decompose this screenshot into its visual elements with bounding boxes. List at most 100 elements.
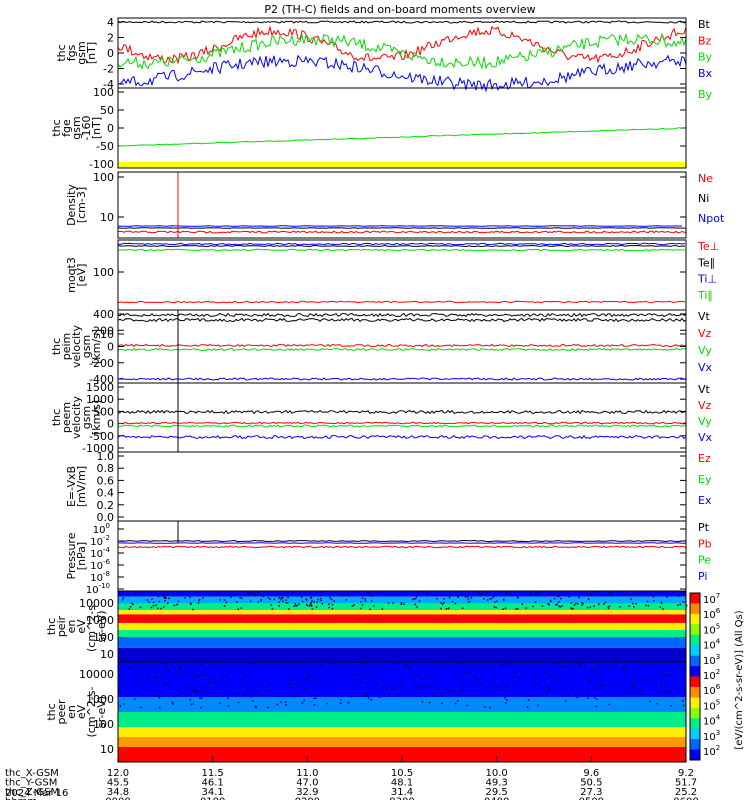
y-label-peim: peim: [60, 333, 73, 361]
y-label-fgs: thc: [55, 44, 68, 61]
spectrogram-band-peer: [118, 697, 686, 712]
y-label-peer: thc: [45, 703, 58, 720]
y-tick-label-efield: 0.2: [97, 499, 115, 512]
y-label-fge: [nT]: [90, 117, 103, 139]
trace-Vx: [117, 434, 687, 440]
y-label-fgs: [nT]: [85, 42, 98, 64]
trace-Te-par: [117, 244, 685, 248]
y-tick-label-temp: 10: [100, 328, 114, 341]
legend-peim: Vx: [698, 361, 713, 374]
y-tick-label-peem: 0: [107, 418, 114, 431]
colorbar-segment: [690, 697, 700, 709]
colorbar-segment: [690, 718, 700, 730]
y-label-peir: en: [65, 620, 78, 634]
y-tick-label-peir: 10000: [79, 597, 114, 610]
trace-Ne: [118, 230, 687, 234]
y-tick-label-peer: 10000: [79, 668, 114, 681]
y-label-peer: sr-eV): [95, 696, 108, 728]
y-tick-label-efield: 0.8: [97, 462, 115, 475]
panel-frame-density: [117, 171, 687, 239]
legend-temp: Te∥: [697, 256, 715, 269]
panel-frame-temp: [117, 239, 687, 311]
x-axis-row-value: 29.5: [486, 787, 508, 798]
spectrogram-band-peir: [118, 630, 686, 638]
y-label-peir: eV: [75, 619, 88, 634]
y-label-peim: gsm: [80, 335, 93, 358]
y-label-peem: velocity: [70, 396, 83, 439]
y-label-fge: thc: [50, 119, 63, 136]
colorbar-frame: [689, 592, 701, 761]
x-axis-row-value: 27.3: [580, 787, 602, 798]
colorbar-segment: [690, 739, 700, 751]
y-label-pressure: [nPa]: [75, 542, 88, 570]
trace-Vt-2: [117, 317, 687, 323]
colorbar-tick-label: 104: [703, 638, 721, 652]
colorbar-tick-label: 104: [703, 714, 721, 728]
colorbar-segment: [690, 728, 700, 740]
y-tick-label-peer: 1000: [86, 693, 114, 706]
y-tick-label-peem: 1000: [86, 393, 114, 406]
y-tick-label-peim: -400: [89, 373, 114, 386]
trace-Vt-1: [117, 312, 687, 318]
y-tick-label-peem: 1500: [86, 381, 114, 394]
y-label-fgs: gsm: [75, 41, 88, 64]
y-tick-label-peem: 500: [93, 405, 114, 418]
y-label-peer: peer: [55, 699, 68, 725]
y-tick-label-fgs: 0: [107, 47, 114, 60]
colorbar-segment: [690, 707, 700, 719]
spectrogram-band-peer: [118, 727, 686, 737]
y-tick-label-peir: 100: [93, 631, 114, 644]
y-label-peir: sr-eV): [95, 610, 108, 642]
x-axis-row-value: 32.9: [296, 787, 318, 798]
legend-peem: Vy: [698, 415, 712, 428]
y-label-density: Density: [65, 184, 78, 226]
y-tick-label-peim: 0: [107, 341, 114, 354]
legend-fge: By: [698, 88, 713, 101]
legend-efield: Ex: [698, 494, 712, 507]
y-label-efield: [mV/m]: [75, 466, 88, 507]
legend-peem: Vz: [698, 399, 712, 412]
colorbar-tick-label: 103: [703, 653, 720, 667]
y-label-peim: velocity: [70, 325, 83, 368]
x-axis-row-name: hhmm: [5, 797, 37, 800]
x-axis-row-value: 11.0: [296, 768, 318, 779]
legend-peim: Vt: [698, 310, 711, 323]
legend-efield: Ez: [698, 452, 711, 465]
y-label-density: [cm-3]: [75, 187, 88, 223]
spectrogram-band-peer: [118, 737, 686, 747]
legend-density: Npot: [698, 212, 725, 225]
y-tick-label-fgs: 4: [107, 16, 114, 29]
colorbar-segment: [690, 613, 700, 625]
y-tick-label-peim: -200: [89, 357, 114, 370]
colorbar-segment: [690, 655, 700, 667]
colorbar-segment: [690, 645, 700, 657]
legend-peim: Vz: [698, 327, 712, 340]
trace-Vy: [117, 424, 687, 428]
x-axis-date: 2024 Mar 16: [5, 788, 68, 799]
colorbar-tick-label: 106: [703, 607, 721, 621]
y-tick-label-fgs: -2: [103, 63, 114, 76]
legend-density: Ni: [698, 192, 709, 205]
colorbar-tick-label: 105: [703, 622, 720, 636]
y-tick-label-peer: 100: [93, 718, 114, 731]
y-tick-label-temp: 100: [93, 266, 114, 279]
y-label-fge: -160: [80, 116, 93, 141]
y-label-peem: [km/s]: [90, 400, 103, 435]
colorbar-tick-label: 106: [703, 683, 721, 697]
plot-title: P2 (TH-C) fields and on-board moments ov…: [264, 3, 535, 16]
panel-density: 100 10 Density[cm-3] Ne Ni Npot: [65, 171, 725, 239]
y-label-peir: thc: [45, 618, 58, 635]
x-axis-row-value: 34.1: [202, 787, 224, 798]
colorbar-label: [eV/(cm^2-s-sr-eV)] (All Qs): [734, 610, 745, 749]
y-label-temp: [eV]: [75, 264, 88, 287]
x-axis-row-value: 25.2: [675, 787, 697, 798]
legend-pressure: Pe: [698, 554, 711, 567]
x-axis-row-value: 31.4: [391, 787, 413, 798]
spectrogram-band-peer: [118, 747, 686, 762]
